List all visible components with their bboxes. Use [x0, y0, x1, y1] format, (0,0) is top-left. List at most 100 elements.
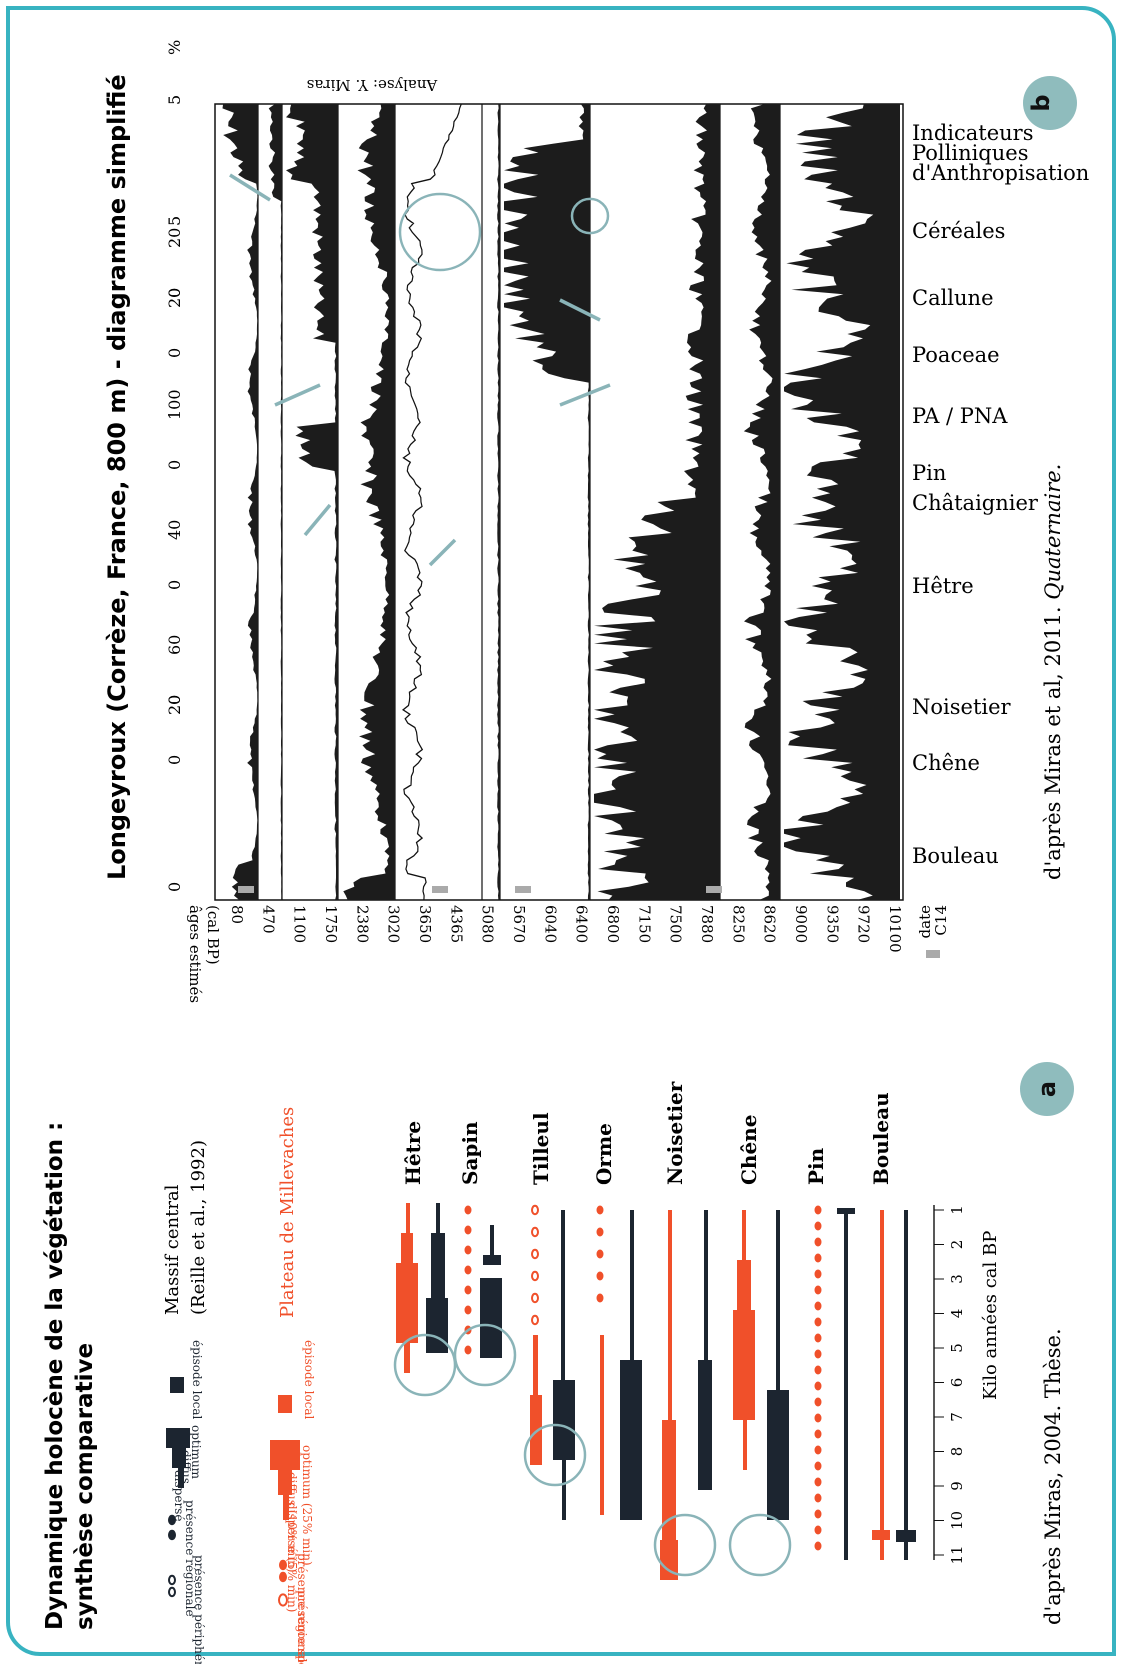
- cereales-curve: [268, 104, 282, 901]
- age-tick: 2380: [353, 905, 371, 943]
- scale-label: 20: [165, 695, 184, 715]
- presence-dot: [814, 1349, 822, 1359]
- scale-label: 0: [165, 695, 184, 705]
- presence-bar: [698, 1360, 712, 1490]
- presence-dot: [531, 1292, 539, 1304]
- legend-orange-label: optimum (25% min): [300, 1445, 314, 1566]
- presence-bar: [844, 1210, 848, 1560]
- age-tick: 3020: [385, 905, 403, 943]
- presence-dot: [814, 1285, 822, 1295]
- presence-dot: [814, 1509, 822, 1519]
- trend-arrow: [274, 383, 321, 407]
- presence-bar: [904, 1210, 908, 1560]
- age-axis-label-2: (cal BP): [204, 905, 222, 965]
- scale-label: 0: [165, 288, 184, 298]
- kilo-tick-label: 11: [948, 1545, 966, 1564]
- presence-dot: [814, 1525, 822, 1535]
- presence-dot: [814, 1493, 822, 1503]
- scale-label: 0: [165, 348, 184, 358]
- massif-label-2: (Reille et al., 1992): [188, 1140, 209, 1315]
- trend-arrow: [229, 173, 271, 202]
- page-frame: [6, 6, 1116, 1656]
- curve-label: Indicateurs: [912, 121, 1033, 145]
- scale-label: 0: [165, 882, 184, 892]
- presence-bar: [660, 1540, 678, 1580]
- presence-bar: [490, 1225, 494, 1255]
- panel-a-title-2: synthèse comparative: [72, 1343, 98, 1630]
- presence-dot: [596, 1271, 604, 1281]
- presence-dot: [814, 1269, 822, 1279]
- presence-dot: [168, 1529, 176, 1541]
- presence-dot: [596, 1205, 604, 1215]
- presence-bar: [270, 1440, 300, 1470]
- presence-dot: [464, 1245, 472, 1255]
- presence-bar: [630, 1210, 634, 1360]
- presence-bar: [166, 1428, 190, 1448]
- presence-dot: [168, 1586, 176, 1598]
- presence-bar: [704, 1210, 708, 1360]
- panel-a-badge-letter: a: [1033, 1081, 1061, 1097]
- kilo-tick-label: 7: [948, 1412, 966, 1422]
- panel-b-source: d'après Miras et al, 2011. Quaternaire.: [1041, 464, 1065, 880]
- presence-bar: [776, 1210, 780, 1390]
- presence-dot: [596, 1249, 604, 1259]
- presence-dot: [464, 1265, 472, 1275]
- presence-dot: [814, 1413, 822, 1423]
- kilo-tick-label: 9: [948, 1481, 966, 1491]
- age-tick: 470: [259, 905, 277, 934]
- legend-black-label: présence régionale: [183, 1500, 197, 1617]
- legend-orange-label: présence régionale: [295, 1553, 309, 1664]
- presence-dot: [814, 1221, 822, 1231]
- presence-bar: [743, 1420, 747, 1470]
- presence-dot: [464, 1205, 472, 1215]
- trend-arrow: [428, 538, 457, 567]
- panel-b-badge: [1023, 76, 1077, 130]
- kilo-tick-label: 10: [948, 1511, 966, 1530]
- pollen-diagram-frame: [214, 103, 904, 901]
- legend-black-label: épisode local: [190, 1340, 204, 1420]
- c14-date-swatch: [926, 950, 940, 958]
- presence-dot: [814, 1205, 822, 1215]
- presence-bar: [172, 1448, 186, 1468]
- age-tick: 5080: [479, 905, 497, 943]
- age-tick: 1750: [322, 905, 340, 943]
- presence-bar: [561, 1210, 565, 1380]
- scale-label: 20: [165, 228, 184, 248]
- presence-dot: [279, 1559, 287, 1571]
- scale-label: 5: [165, 95, 184, 105]
- presence-dot: [464, 1345, 472, 1355]
- panel-a-badge: [1020, 1062, 1074, 1116]
- scale-label: 40: [165, 520, 184, 540]
- presence-bar: [480, 1278, 502, 1358]
- presence-bar: [283, 1495, 289, 1520]
- presence-bar: [436, 1203, 440, 1233]
- presence-bar: [620, 1360, 642, 1520]
- highlight-circle: [393, 1333, 457, 1397]
- age-tick: 8250: [729, 905, 747, 943]
- taxon-label: Hêtre: [401, 1121, 425, 1185]
- panel-b-badge-letter: b: [1027, 94, 1055, 111]
- legend-black-label: présence périphérique: [192, 1555, 206, 1664]
- age-tick: 80: [228, 905, 246, 924]
- age-tick: 8620: [761, 905, 779, 943]
- age-tick: 7500: [667, 905, 685, 943]
- presence-dot: [168, 1574, 176, 1586]
- curve-label: Pin: [912, 461, 946, 485]
- taxon-label: Bouleau: [869, 1092, 893, 1185]
- presence-bar: [896, 1530, 916, 1542]
- age-axis-label-1: âges estimés: [186, 905, 204, 1003]
- presence-dot: [531, 1270, 539, 1282]
- scale-label: 0: [165, 580, 184, 590]
- taxon-label: Chêne: [737, 1115, 761, 1185]
- c14-date-marker: [706, 886, 722, 893]
- presence-bar: [880, 1210, 884, 1560]
- presence-dot: [814, 1461, 822, 1471]
- age-tick: 9000: [792, 905, 810, 943]
- date-legend-2: C14: [932, 905, 950, 936]
- presence-bar: [431, 1233, 445, 1298]
- presence-bar: [426, 1298, 448, 1353]
- panel-a-title-1: Dynamique holocène de la végétation :: [42, 1122, 68, 1630]
- presence-dot: [279, 1571, 287, 1583]
- chene-curve: [743, 104, 780, 901]
- presence-dot: [814, 1381, 822, 1391]
